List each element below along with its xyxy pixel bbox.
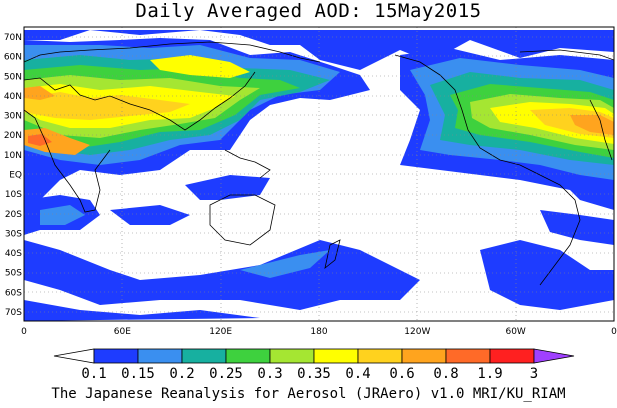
gridlines bbox=[24, 27, 614, 321]
colorbar-swatch bbox=[137, 348, 183, 364]
colorbar-high-triangle bbox=[533, 348, 575, 364]
colorbar-level-label: 0.3 bbox=[257, 366, 282, 382]
latitude-labels: 70N 60N 50N 40N 30N 20N 10N EQ 10S 20S 30S 40S 50S 60… bbox=[4, 33, 22, 318]
longitude-labels: 0 60E 120E 180 120W 60W 0 bbox=[21, 327, 617, 337]
longitude-label: 180 bbox=[310, 327, 327, 337]
colorbar-swatch bbox=[93, 348, 139, 364]
colorbar-swatch bbox=[489, 348, 535, 364]
colorbar-level-label: 0.8 bbox=[433, 366, 458, 382]
longitude-label: 60W bbox=[505, 327, 525, 337]
latitude-label: 30S bbox=[5, 229, 22, 239]
colorbar-swatch bbox=[401, 348, 447, 364]
latitude-label: 40S bbox=[5, 249, 22, 259]
colorbar-swatch bbox=[269, 348, 315, 364]
latitude-label: 10S bbox=[5, 190, 22, 200]
colorbar-level-label: 0.1 bbox=[81, 366, 106, 382]
colorbar-level-label: 0.35 bbox=[297, 366, 331, 382]
colorbar-labels: 0.1 0.15 0.2 0.25 0.3 0.35 0.4 0.6 0.8 1.9 3 bbox=[81, 366, 538, 382]
longitude-label: 120W bbox=[404, 327, 430, 337]
coastlines bbox=[24, 41, 614, 286]
colorbar-level-label: 0.4 bbox=[345, 366, 370, 382]
colorbar-swatch bbox=[225, 348, 271, 364]
aod-field bbox=[24, 30, 614, 321]
longitude-label: 0 bbox=[21, 327, 27, 337]
colorbar-level-label: 0.2 bbox=[169, 366, 194, 382]
map-title: Daily Averaged AOD: 15May2015 bbox=[135, 0, 482, 22]
latitude-label: 70N bbox=[4, 33, 22, 43]
colorbar bbox=[53, 348, 575, 364]
colorbar-level-label: 3 bbox=[530, 366, 538, 382]
latitude-label: EQ bbox=[9, 171, 22, 181]
colorbar-swatch bbox=[181, 348, 227, 364]
plot-frame bbox=[23, 26, 615, 322]
footer-credit: The Japanese Reanalysis for Aerosol (JRA… bbox=[51, 386, 566, 402]
colorbar-level-label: 0.15 bbox=[121, 366, 155, 382]
colorbar-swatch bbox=[357, 348, 403, 364]
latitude-label: 50N bbox=[4, 72, 22, 82]
latitude-label: 50S bbox=[5, 269, 22, 279]
latitude-label: 10N bbox=[4, 151, 22, 161]
colorbar-level-label: 0.6 bbox=[389, 366, 414, 382]
colorbar-swatch bbox=[313, 348, 359, 364]
colorbar-swatch bbox=[445, 348, 491, 364]
latitude-label: 20N bbox=[4, 131, 22, 141]
latitude-label: 60S bbox=[5, 288, 22, 298]
colorbar-level-label: 0.25 bbox=[209, 366, 243, 382]
latitude-label: 60N bbox=[4, 53, 22, 63]
longitude-label: 60E bbox=[114, 327, 131, 337]
colorbar-low-triangle bbox=[53, 348, 95, 364]
latitude-label: 20S bbox=[5, 210, 22, 220]
colorbar-level-label: 1.9 bbox=[477, 366, 502, 382]
latitude-label: 40N bbox=[4, 92, 22, 102]
latitude-label: 70S bbox=[5, 308, 22, 318]
longitude-label: 0 bbox=[611, 327, 617, 337]
longitude-label: 120E bbox=[209, 327, 232, 337]
latitude-label: 30N bbox=[4, 112, 22, 122]
